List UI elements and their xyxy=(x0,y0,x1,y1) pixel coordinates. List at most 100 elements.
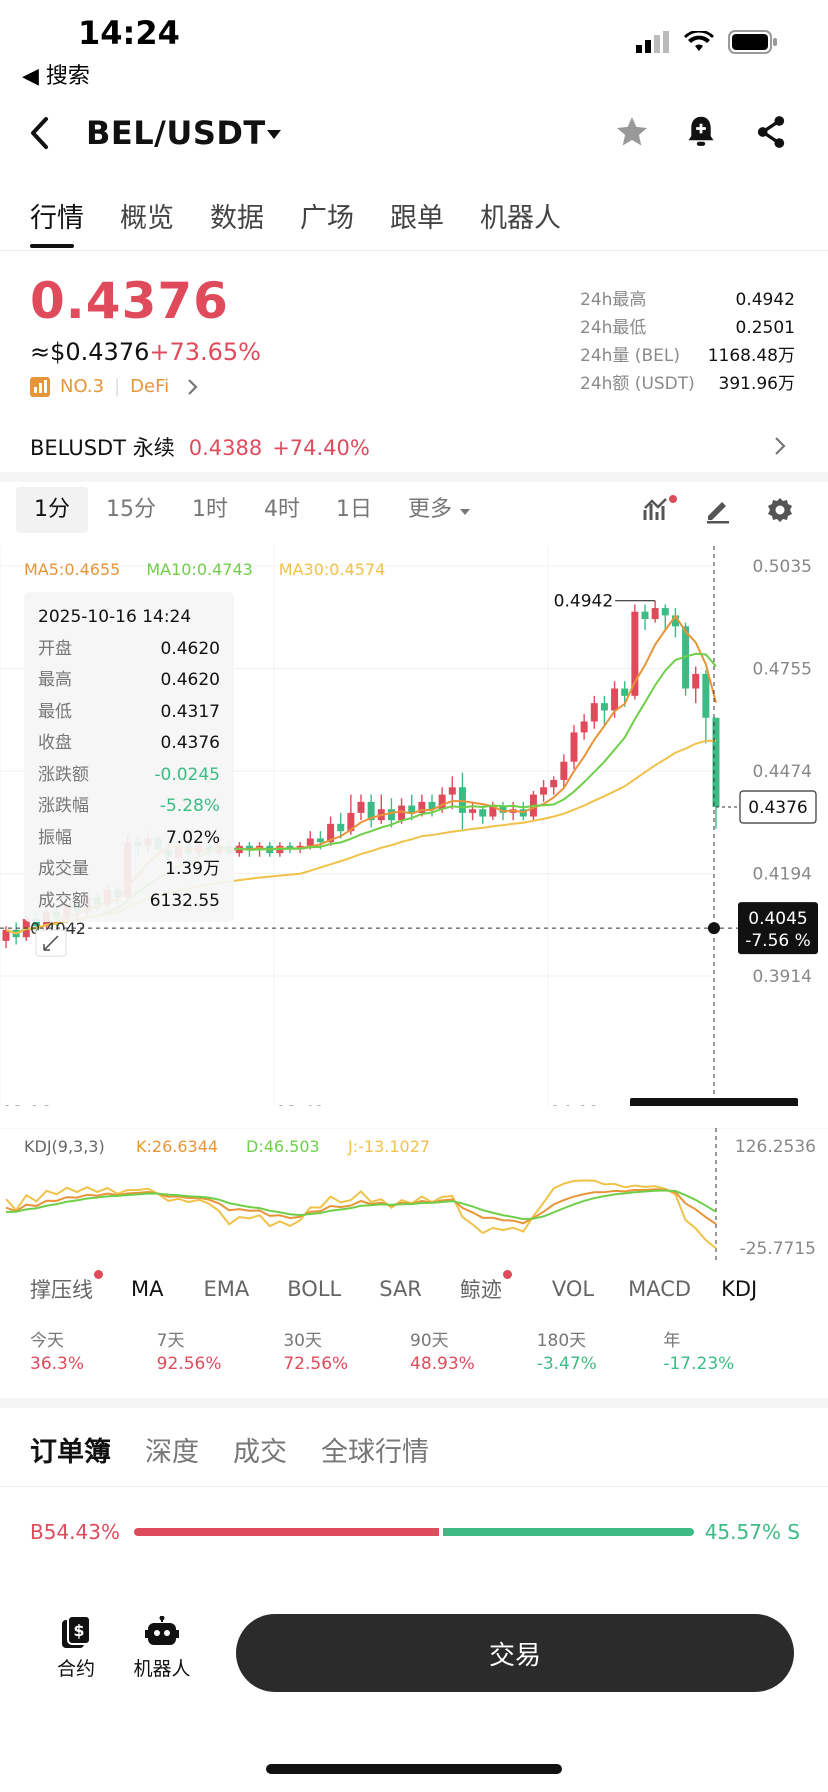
candle-body xyxy=(418,801,426,813)
info-amplitude-value: 7.02% xyxy=(165,827,220,848)
tf-4h[interactable]: 4时 xyxy=(264,497,300,522)
tab-order-book[interactable]: 订单簿 xyxy=(30,1437,111,1468)
contract-label: 合约 xyxy=(56,1658,95,1680)
ma5-label: MA5:0.4655 xyxy=(24,560,121,579)
performance-row: 今天 36.3% 7天 92.56% 30天 72.56% 90天 48.93% 180… xyxy=(30,1326,790,1382)
tab-copy-trade[interactable]: 跟单 xyxy=(390,203,444,234)
info-change-pct-label: 涨跌幅 xyxy=(38,796,89,816)
tf-1d[interactable]: 1日 xyxy=(336,497,372,522)
perp-chevron-icon[interactable] xyxy=(774,436,786,460)
kdj-j-line xyxy=(5,1179,717,1250)
perp-price: 0.4388 xyxy=(188,436,263,460)
candle-body xyxy=(692,673,700,689)
candle-body xyxy=(611,688,619,711)
svg-text:$: $ xyxy=(73,1621,84,1640)
tf-15m[interactable]: 15分 xyxy=(106,497,156,522)
candle-body xyxy=(600,703,608,711)
info-low-label: 最低 xyxy=(38,701,72,722)
rank-row[interactable]: NO.3 | DeFi xyxy=(30,376,199,397)
ind-support-resistance[interactable]: 撑压线 xyxy=(30,1270,103,1304)
share-button[interactable] xyxy=(754,114,788,154)
candle-body xyxy=(702,673,710,718)
ind-ema[interactable]: EMA xyxy=(203,1277,250,1301)
info-change-label: 涨跌额 xyxy=(38,764,89,785)
stat-low-value: 0.2501 xyxy=(735,318,795,338)
y-tick-label: 0.4755 xyxy=(753,659,812,679)
tf-1m[interactable]: 1分 xyxy=(16,487,88,533)
ind-whale[interactable]: 鲸迹 xyxy=(460,1270,512,1304)
ind-support-resistance-label: 撑压线 xyxy=(30,1278,93,1302)
ind-sar[interactable]: SAR xyxy=(379,1277,422,1301)
draw-tool-button[interactable] xyxy=(704,496,732,528)
perf-today-label: 今天 xyxy=(30,1331,64,1351)
candle-body xyxy=(316,838,324,843)
tf-more[interactable]: 更多 xyxy=(390,487,489,533)
contract-button[interactable]: $ 合约 xyxy=(48,1615,104,1681)
perp-change: +74.40% xyxy=(272,436,370,460)
chevron-left-icon xyxy=(31,117,48,149)
ind-vol[interactable]: VOL xyxy=(551,1277,595,1301)
ind-boll[interactable]: BOLL xyxy=(287,1277,342,1301)
perf-1y-label: 年 xyxy=(663,1331,681,1351)
perf-7d-label: 7天 xyxy=(156,1331,185,1351)
candle-body xyxy=(540,787,548,795)
ind-ma[interactable]: MA xyxy=(131,1277,164,1301)
perf-180d-label: 180天 xyxy=(536,1331,587,1351)
pair-dropdown-icon[interactable] xyxy=(266,126,282,145)
ind-kdj[interactable]: KDJ xyxy=(721,1277,758,1301)
indicator-button[interactable] xyxy=(642,494,678,528)
candle-body xyxy=(245,845,253,850)
tab-global-market[interactable]: 全球行情 xyxy=(321,1437,429,1468)
tab-market[interactable]: 行情 xyxy=(30,203,84,234)
tab-robot[interactable]: 机器人 xyxy=(480,203,561,234)
favorite-button[interactable] xyxy=(614,114,650,154)
tab-square[interactable]: 广场 xyxy=(300,203,354,234)
status-time: 14:24 xyxy=(78,14,180,52)
kdj-chart[interactable]: KDJ(9,3,3) K:26.6344 D:46.503 J:-13.1027 126… xyxy=(0,1128,828,1264)
book-tabs: 订单簿 深度 成交 全球行情 xyxy=(30,1430,429,1469)
ratio-bar xyxy=(134,1528,694,1536)
pair-title[interactable]: BEL/USDT xyxy=(86,114,266,152)
info-low-value: 0.4317 xyxy=(160,701,220,722)
candle-body xyxy=(32,918,40,927)
back-button[interactable] xyxy=(28,116,52,154)
info-change-pct-value: -5.28% xyxy=(159,796,220,816)
candle-body xyxy=(337,823,345,832)
tab-trades[interactable]: 成交 xyxy=(233,1437,287,1468)
candle-body xyxy=(448,787,456,795)
perpetual-row[interactable]: BELUSDT 永续 0.4388 +74.40% xyxy=(30,432,370,462)
sell-ratio-bar xyxy=(442,1528,694,1536)
ma10-label: MA10:0.4743 xyxy=(146,560,253,579)
tf-1h[interactable]: 1时 xyxy=(192,497,228,522)
kdj-tick-bottom: -25.7715 xyxy=(740,1239,816,1259)
candle-body xyxy=(428,801,436,810)
kdj-d-line xyxy=(5,1189,717,1221)
crosshair-pct: -7.56 % xyxy=(745,931,811,951)
signal-icon xyxy=(636,31,669,53)
candle-body xyxy=(327,823,335,843)
tab-overview[interactable]: 概览 xyxy=(120,203,174,234)
trade-button[interactable]: 交易 xyxy=(236,1614,794,1692)
crosshair-dot xyxy=(708,922,720,935)
back-to-search[interactable]: ◀ 搜索 xyxy=(22,64,90,89)
chart-settings-button[interactable] xyxy=(766,496,794,528)
price-alert-button[interactable] xyxy=(684,114,718,154)
x-tick-label: 13:16 xyxy=(2,1103,51,1106)
buy-ratio-bar xyxy=(134,1528,439,1536)
crosshair-price: 0.4045 xyxy=(748,909,807,929)
rank-chart-icon xyxy=(30,376,50,397)
pencil-icon xyxy=(707,502,729,524)
max-price-label: 0.4942 xyxy=(554,592,613,612)
stat-high-label: 24h最高 xyxy=(580,290,647,310)
ind-macd[interactable]: MACD xyxy=(628,1277,692,1301)
info-volume-value: 1.39万 xyxy=(165,859,220,879)
candle-body xyxy=(712,717,720,808)
x-tick-label: 13:42 xyxy=(276,1103,325,1106)
crosshair-time-box xyxy=(630,1098,798,1106)
info-change-value: -0.0245 xyxy=(154,764,220,785)
info-high-label: 最高 xyxy=(38,670,72,690)
tab-depth[interactable]: 深度 xyxy=(145,1437,199,1468)
section-gap xyxy=(0,472,828,482)
tab-data[interactable]: 数据 xyxy=(210,203,264,234)
robot-button[interactable]: 机器人 xyxy=(130,1615,194,1681)
